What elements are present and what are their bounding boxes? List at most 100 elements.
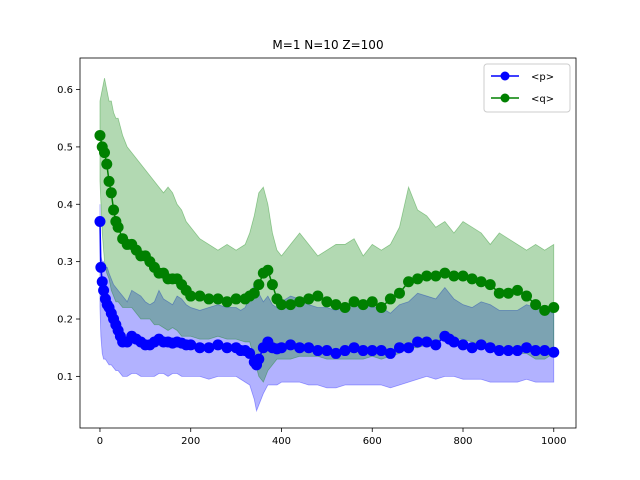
legend-marker-p <box>500 71 510 81</box>
point-series-0 <box>493 345 505 357</box>
point-series-0 <box>330 347 342 359</box>
y-tick-label: 0.2 <box>57 315 73 326</box>
point-series-0 <box>475 339 487 351</box>
point-series-1 <box>294 296 306 308</box>
point-series-1 <box>103 175 115 187</box>
point-series-0 <box>221 342 233 354</box>
point-series-0 <box>203 342 215 354</box>
series-lines <box>94 129 560 371</box>
legend: <p> <q> <box>483 63 571 113</box>
point-series-0 <box>339 345 351 357</box>
point-series-1 <box>262 264 274 276</box>
point-series-0 <box>530 345 542 357</box>
point-series-1 <box>105 187 117 199</box>
point-series-0 <box>312 345 324 357</box>
point-series-0 <box>412 336 424 348</box>
x-tick-label: 600 <box>363 436 382 447</box>
point-series-1 <box>384 293 396 305</box>
point-series-0 <box>98 284 110 296</box>
point-series-1 <box>330 299 342 311</box>
point-series-1 <box>94 129 106 141</box>
point-series-0 <box>194 342 206 354</box>
point-series-0 <box>502 345 514 357</box>
point-series-1 <box>366 296 378 308</box>
point-series-1 <box>448 270 460 282</box>
point-series-0 <box>321 345 333 357</box>
point-series-1 <box>484 279 496 291</box>
legend-marker-q <box>500 93 510 103</box>
legend-label-p: <p> <box>531 72 554 83</box>
point-series-0 <box>430 339 442 351</box>
point-series-0 <box>511 345 523 357</box>
point-series-1 <box>539 304 551 316</box>
point-series-0 <box>548 346 560 358</box>
point-series-1 <box>493 287 505 299</box>
point-series-1 <box>112 221 124 233</box>
point-series-1 <box>403 276 415 288</box>
point-series-1 <box>266 279 278 291</box>
point-series-1 <box>466 273 478 285</box>
point-series-1 <box>339 302 351 314</box>
y-tick-label: 0.3 <box>57 257 73 268</box>
point-series-0 <box>366 345 378 357</box>
legend-box <box>483 63 571 113</box>
x-axis: 0 200 400 600 800 1000 <box>97 428 566 447</box>
point-series-1 <box>101 158 113 170</box>
point-series-0 <box>375 345 387 357</box>
point-series-0 <box>384 347 396 359</box>
band-series-0 <box>99 204 555 413</box>
point-series-0 <box>539 345 551 357</box>
point-series-0 <box>294 342 306 354</box>
point-series-1 <box>348 296 360 308</box>
point-series-1 <box>439 267 451 279</box>
point-series-0 <box>285 339 297 351</box>
point-series-0 <box>95 261 107 273</box>
point-series-1 <box>457 270 469 282</box>
point-series-1 <box>203 293 215 305</box>
point-series-1 <box>253 279 265 291</box>
point-series-0 <box>348 342 360 354</box>
point-series-1 <box>375 302 387 314</box>
point-series-1 <box>421 270 433 282</box>
point-series-0 <box>357 345 369 357</box>
legend-label-q: <q> <box>531 94 554 105</box>
point-series-0 <box>421 336 433 348</box>
point-series-1 <box>99 147 111 159</box>
y-tick-label: 0.1 <box>57 372 73 383</box>
point-series-1 <box>275 299 287 311</box>
point-series-1 <box>312 290 324 302</box>
point-series-0 <box>484 342 496 354</box>
point-series-1 <box>412 273 424 285</box>
point-series-1 <box>475 276 487 288</box>
point-series-1 <box>430 270 442 282</box>
point-series-0 <box>212 339 224 351</box>
x-tick-label: 800 <box>453 436 472 447</box>
point-series-0 <box>448 336 460 348</box>
point-series-0 <box>457 339 469 351</box>
point-series-1 <box>511 284 523 296</box>
chart-title: M=1 N=10 Z=100 <box>272 38 383 52</box>
point-series-0 <box>253 353 265 365</box>
point-series-0 <box>403 342 415 354</box>
point-series-1 <box>393 287 405 299</box>
point-series-1 <box>548 302 560 314</box>
point-series-1 <box>357 299 369 311</box>
point-series-0 <box>275 342 287 354</box>
y-tick-label: 0.5 <box>57 142 73 153</box>
x-tick-label: 0 <box>97 436 103 447</box>
point-series-1 <box>502 287 514 299</box>
point-series-1 <box>185 290 197 302</box>
series-1 <box>94 129 560 316</box>
point-series-0 <box>303 342 315 354</box>
plot-frame <box>79 57 577 429</box>
point-series-1 <box>321 296 333 308</box>
point-series-0 <box>244 347 256 359</box>
point-series-1 <box>303 293 315 305</box>
series-0 <box>94 215 560 371</box>
point-series-1 <box>521 290 533 302</box>
point-series-1 <box>212 293 224 305</box>
point-series-1 <box>530 299 542 311</box>
point-series-1 <box>108 204 120 216</box>
point-series-1 <box>221 296 233 308</box>
